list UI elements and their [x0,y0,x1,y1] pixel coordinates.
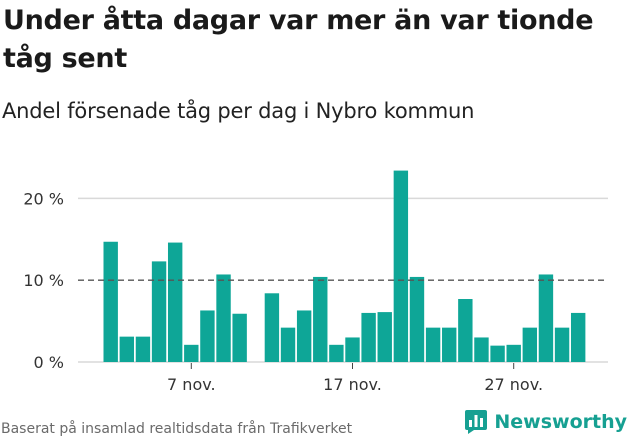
bar [313,276,328,362]
bar [458,299,473,362]
source-note: Baserat på insamlad realtidsdata från Tr… [1,421,353,437]
bar [522,327,538,362]
bar [377,312,392,362]
y-tick-label: 10 % [23,271,64,290]
bar [425,327,441,362]
bars-layer [103,170,586,362]
bar [538,274,554,362]
bar [409,276,425,362]
bar [184,344,199,362]
bar [474,337,489,362]
y-tick-label: 20 % [23,189,64,208]
x-tick-label: 27 nov. [484,375,543,394]
bar [345,337,360,362]
bar [119,336,135,362]
newsworthy-logo: Newsworthy [464,409,627,435]
y-tick-label: 0 % [34,353,64,372]
bar [490,345,505,362]
bar [200,310,215,362]
bar [506,344,521,362]
bar [216,274,231,362]
bar [442,327,457,362]
bar [554,327,570,362]
bar [280,327,296,362]
newsworthy-logo-icon [465,410,488,434]
bar [135,336,151,362]
bar [361,312,376,362]
chart-subtitle: Andel försenade tåg per dag i Nybro komm… [2,99,475,123]
bar [296,310,312,362]
bar [103,241,118,362]
bar [151,261,167,362]
axis-layer: 0 % 10 % 20 % 7 nov. 17 nov. 27 nov. [23,189,543,394]
x-tick-label: 7 nov. [167,375,216,394]
bar [264,293,280,362]
brand-name: Newsworthy [494,411,627,433]
chart-title: Under åtta dagar var mer än var tionde t… [3,5,594,74]
x-tick-label: 17 nov. [323,375,382,394]
bar [393,170,409,362]
bar [232,313,247,362]
bar [167,242,183,362]
bar [329,344,344,362]
bar [570,312,586,362]
